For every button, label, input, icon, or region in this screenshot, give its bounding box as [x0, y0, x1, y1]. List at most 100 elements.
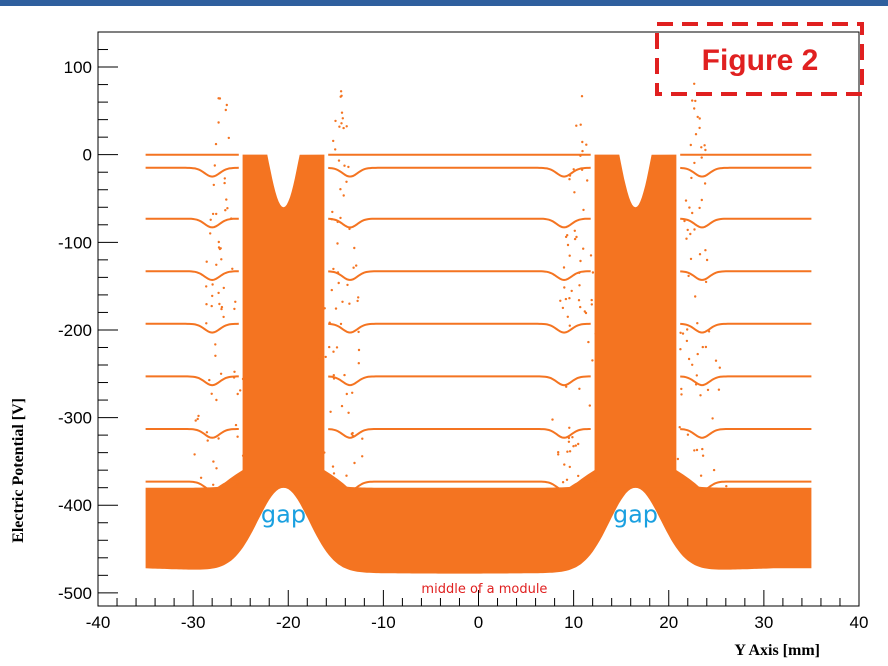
scatter-point — [234, 300, 237, 303]
scatter-point — [210, 392, 213, 395]
scatter-point — [239, 389, 242, 392]
scatter-point — [194, 419, 197, 422]
scatter-point — [594, 332, 597, 335]
scatter-point — [573, 191, 576, 194]
equipotential-line-4 — [145, 270, 239, 282]
scatter-point — [677, 479, 680, 482]
scatter-point — [339, 322, 343, 326]
gap-label-1: gap — [261, 501, 306, 529]
equipotential-line-2 — [145, 166, 239, 178]
scatter-point — [205, 431, 209, 434]
equipotential-line-4 — [328, 270, 591, 282]
scatter-point — [340, 404, 344, 408]
scatter-point — [700, 146, 703, 149]
y-tick-label: -100 — [58, 233, 92, 252]
scatter-point — [695, 448, 699, 452]
scatter-point — [686, 328, 689, 331]
scatter-point — [347, 411, 350, 414]
equipotential-line-7 — [680, 428, 812, 439]
scatter-point — [222, 315, 225, 319]
scatter-point — [361, 437, 364, 440]
gap-label-2: gap — [613, 501, 658, 529]
scatter-point — [676, 457, 680, 461]
scatter-point — [567, 436, 571, 440]
scatter-point — [694, 99, 697, 103]
scatter-point — [577, 474, 580, 478]
scatter-point — [350, 432, 353, 436]
scatter-point — [578, 387, 581, 390]
x-tick-label: 0 — [474, 613, 483, 632]
scatter-point — [566, 450, 569, 453]
scatter-point — [222, 286, 225, 290]
equipotential-line-6 — [145, 375, 239, 387]
scatter-point — [579, 305, 582, 309]
scatter-point — [341, 300, 344, 303]
scatter-point — [568, 178, 571, 181]
scatter-point — [357, 296, 360, 299]
scatter-point — [568, 297, 571, 300]
scatter-point — [557, 453, 560, 456]
scatter-point — [581, 149, 584, 153]
scatter-point — [568, 450, 572, 453]
scatter-point — [568, 324, 571, 327]
scatter-point — [218, 302, 221, 306]
scatter-point — [217, 291, 220, 295]
equipotential-line-7 — [145, 428, 239, 439]
scatter-point — [342, 194, 345, 197]
y-tick-label: -200 — [58, 321, 92, 340]
scatter-point — [209, 232, 212, 235]
scatter-point — [725, 485, 728, 488]
scatter-point — [331, 465, 335, 468]
scatter-point — [679, 331, 682, 334]
slide-top-bar — [0, 0, 888, 6]
scatter-point — [212, 460, 215, 463]
x-tick-label: -30 — [181, 613, 206, 632]
scatter-point — [232, 376, 236, 379]
scatter-point — [572, 445, 575, 448]
scatter-point — [353, 461, 356, 465]
scatter-point — [361, 455, 364, 458]
scatter-point — [220, 258, 223, 261]
scatter-point — [693, 161, 696, 165]
scatter-point — [591, 359, 594, 362]
scatter-point — [667, 480, 670, 484]
scatter-point — [337, 159, 341, 162]
scatter-point — [579, 123, 582, 126]
scatter-point — [330, 288, 333, 292]
scatter-point — [680, 387, 683, 391]
scatter-point — [565, 385, 568, 388]
scatter-point — [582, 208, 585, 212]
scatter-point — [223, 177, 226, 180]
scatter-point — [244, 454, 247, 457]
scatter-point — [703, 144, 706, 147]
scatter-point — [564, 235, 568, 239]
scatter-point — [320, 451, 323, 455]
equipotential-line-8 — [680, 480, 812, 492]
scatter-point — [233, 307, 236, 311]
scatter-point — [685, 339, 689, 343]
scatter-point — [348, 227, 351, 231]
scatter-point — [205, 260, 208, 263]
scatter-point — [352, 266, 355, 269]
scatter-point — [224, 209, 227, 212]
figure-label: Figure 2 — [702, 44, 819, 77]
annotation-layer: gap gap middle of a module — [261, 501, 658, 597]
scatter-point — [694, 295, 697, 298]
scatter-point — [332, 139, 335, 143]
equipotential-line-2 — [680, 166, 812, 178]
scatter-point — [197, 414, 200, 418]
scatter-point — [699, 394, 702, 397]
x-tick-label: -40 — [86, 613, 111, 632]
scatter-point — [331, 210, 334, 214]
scatter-point — [686, 433, 690, 436]
scatter-point — [572, 168, 575, 171]
scatter-point — [687, 274, 690, 278]
scatter-point — [579, 259, 582, 263]
scatter-point — [343, 164, 346, 167]
scatter-point — [346, 283, 349, 287]
scatter-point — [341, 117, 344, 120]
scatter-point — [669, 432, 673, 435]
scatter-point — [351, 434, 355, 437]
equipotential-line-3 — [680, 217, 812, 229]
scatter-point — [219, 247, 222, 250]
